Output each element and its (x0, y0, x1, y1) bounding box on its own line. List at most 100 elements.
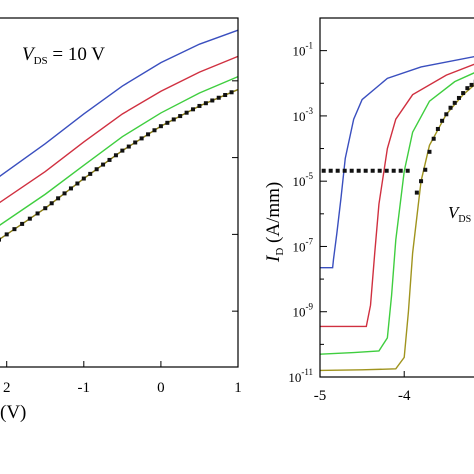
right-series-0-line (320, 55, 474, 269)
left-series-4-marker (158, 124, 163, 129)
left-series-4-marker (49, 201, 54, 206)
right-series-4-marker (469, 82, 474, 87)
right-id-main: I (263, 254, 284, 263)
right-y-tick-base: 10 (293, 305, 306, 320)
left-ticks: 2 -1 0 1 (3, 80, 242, 396)
left-vds-sub: DS (34, 55, 48, 67)
right-id-rest: (A/mm) (263, 182, 284, 248)
right-vds-main: V (448, 203, 461, 222)
right-series-4-marker (414, 190, 419, 195)
right-y-tick-exp: -11 (301, 367, 313, 377)
left-series-4-marker (203, 101, 208, 106)
right-y-tick-exp: -5 (306, 171, 314, 181)
right-y-tick-exp: -1 (306, 41, 314, 51)
left-series-4-marker (229, 90, 234, 95)
left-panel: 2 -1 0 1 VDS = 10 V (V) (0, 17, 242, 423)
left-series-4-marker (43, 206, 48, 211)
right-y-tick-label: 10-11 (288, 367, 313, 385)
left-series-4-marker (56, 196, 61, 201)
left-series-4-marker (12, 227, 17, 232)
right-series-4-marker (448, 105, 453, 110)
right-series-4-marker (419, 179, 424, 184)
right-series-4-marker (435, 126, 440, 131)
left-axes-frame (0, 17, 239, 368)
left-series-4-marker (107, 157, 112, 162)
right-series-4-marker (444, 112, 449, 117)
right-y-tick-exp: -7 (306, 236, 314, 246)
left-series-0-line (0, 29, 239, 177)
right-series-4-marker (431, 136, 436, 141)
right-series-2-line (319, 72, 474, 355)
right-y-axis-label: ID (A/mm) (263, 182, 286, 263)
right-y-tick-label: 10-7 (293, 236, 314, 254)
right-x-tick-label: -5 (314, 388, 327, 404)
left-series-4-marker (62, 191, 67, 196)
left-series-4-marker (165, 120, 170, 125)
left-series-3-line (0, 88, 239, 240)
right-plot-area (319, 55, 474, 372)
right-vds-annotation: VDS (448, 203, 471, 225)
left-series-4-marker (184, 110, 189, 115)
left-series-4-marker (88, 171, 93, 176)
right-y-tick-exp: -3 (306, 106, 314, 116)
left-series-4-marker (191, 107, 196, 112)
right-series-1-line (320, 63, 474, 328)
right-series-4-marker (427, 149, 432, 154)
left-x-tick-label: -1 (78, 380, 91, 396)
left-series-4-marker (75, 181, 80, 186)
left-series-4-marker (81, 176, 86, 181)
left-series-4-marker (113, 153, 118, 158)
right-y-tick-base: 10 (293, 109, 306, 124)
left-series-4-marker (94, 167, 99, 172)
left-series-4-marker (120, 148, 125, 153)
left-series-4-marker (210, 98, 215, 103)
right-series-4-marker (465, 86, 470, 91)
left-series-4-marker (178, 114, 183, 119)
right-axes-frame (319, 17, 474, 378)
right-id-sub: D (274, 248, 286, 256)
left-series-4-marker (133, 140, 138, 145)
right-y-tick-base: 10 (293, 44, 306, 59)
right-series-4-marker (461, 91, 466, 96)
right-ticks: 10-110-310-510-710-910-11-5 -4 (288, 17, 411, 404)
left-vds-annotation: VDS = 10 V (22, 44, 105, 67)
right-y-tick-label: 10-1 (293, 41, 314, 59)
left-series-4-marker (146, 132, 151, 137)
left-x-tick-label: 0 (157, 380, 165, 396)
right-panel: 10-110-310-510-710-910-11-5 -4 ID (A/mm) … (263, 17, 474, 404)
right-y-tick-base: 10 (288, 370, 301, 385)
left-vds-rest: = 10 V (48, 44, 106, 65)
left-series-2-line (0, 75, 239, 226)
right-y-tick-base: 10 (293, 239, 306, 254)
left-series-4-marker (101, 162, 106, 167)
left-series-4-marker (4, 232, 9, 237)
left-series-4-marker (20, 221, 25, 226)
left-series-4-marker (171, 117, 176, 122)
left-x-tick-label: 2 (3, 380, 11, 396)
left-series-4-marker (223, 93, 228, 98)
right-y-tick-exp: -9 (306, 302, 314, 312)
right-series-4-marker (452, 100, 457, 105)
left-series-4-marker (152, 128, 157, 133)
right-vds-sub: DS (458, 214, 471, 225)
left-series-4-marker (27, 216, 32, 221)
right-series-4-marker (456, 95, 461, 100)
left-series-4-marker (35, 211, 40, 216)
left-series-4-marker (0, 237, 1, 242)
right-y-tick-label: 10-3 (293, 106, 314, 124)
left-series-4-marker (197, 103, 202, 108)
left-plot-area (0, 29, 239, 242)
right-y-tick-label: 10-5 (293, 171, 314, 189)
right-y-tick-base: 10 (293, 174, 306, 189)
left-series-4-marker (216, 95, 221, 100)
left-x-tick-label: 1 (234, 380, 242, 396)
left-series-4-marker (68, 186, 73, 191)
left-vds-main: V (22, 44, 36, 65)
left-x-axis-label: (V) (0, 402, 26, 423)
left-series-4-guide (0, 88, 239, 240)
right-y-tick-label: 10-9 (293, 302, 314, 320)
left-series-4-marker (139, 136, 144, 141)
left-series-1-line (0, 55, 239, 204)
right-series-4-marker (423, 167, 428, 172)
